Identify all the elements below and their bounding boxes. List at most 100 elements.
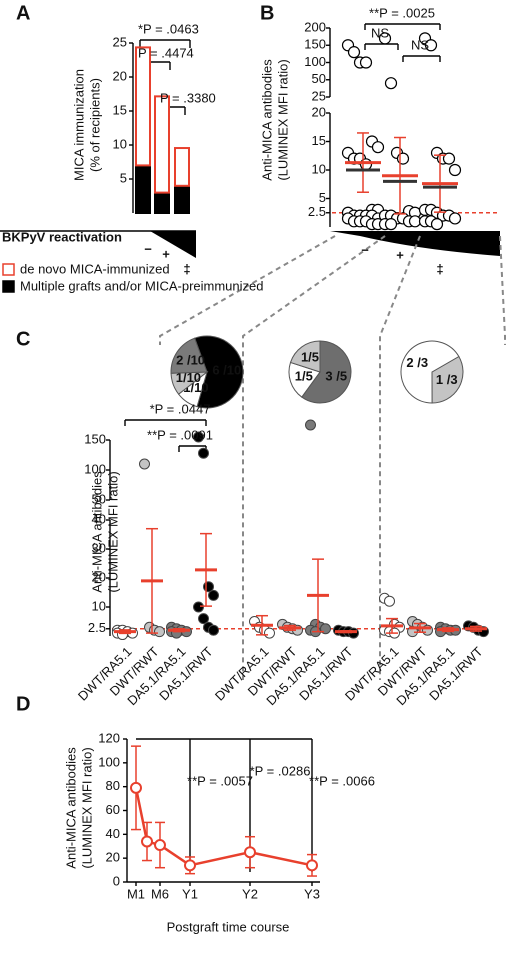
data-point [306,859,318,872]
panel-label: D [16,693,30,715]
significance-bracket [136,738,313,872]
data-point [424,39,438,52]
data-point [384,595,395,607]
annotation: P = .3380 [160,90,216,105]
y-tick-label: 25 [113,34,127,49]
annotation: *P = .0286 [250,763,311,778]
x-tick-label: + [162,246,170,261]
y-tick-label: 40 [106,826,120,841]
y-tick-label: 25 [312,88,326,103]
annotation: NS [371,25,389,40]
data-point [264,627,275,639]
annotation: *P = .0463 [138,21,199,36]
data-point [139,458,150,470]
data-point [141,835,153,848]
y-tick-label: 100 [84,461,106,476]
x-tick-label: Y3 [304,886,320,901]
pie-label: 2 /3 [406,355,428,370]
data-point [347,46,361,59]
y-tick-label: 150 [84,431,106,446]
x-tick-label: + [396,247,404,262]
data-point [208,589,219,601]
y-axis-label: Anti-MICA antibodies [259,59,274,181]
y-tick-label: 50 [92,491,106,506]
data-point [378,32,392,45]
y-tick-label: 2.5 [88,620,106,635]
bar-segment [135,165,151,214]
y-axis-label: (LUMINEX MFI ratio) [275,59,290,180]
pie-slice [431,355,464,404]
data-point [208,624,219,636]
data-point [184,859,196,872]
x-tick-label: − [144,241,152,256]
data-point [371,141,385,154]
annotation: *P = .0447 [150,401,211,416]
pie-slice [400,340,460,404]
data-point [442,152,456,165]
x-axis-label: Postgraft time course [167,919,290,934]
pie-slice [194,335,244,409]
pie-label: 1/10 [176,370,201,385]
data-point [130,781,142,794]
y-tick-label: 20 [113,68,127,83]
bar-segment [135,46,151,167]
y-tick-label: 100 [304,54,326,69]
y-tick-label: 80 [106,778,120,793]
annotation: **P = .0057 [187,773,253,788]
series-line [134,787,313,867]
pie-label: 6 /10 [212,363,241,378]
panel-label: B [260,2,274,24]
data-point [448,163,462,177]
y-tick-label: 20 [92,569,106,584]
y-tick-label: 10 [113,136,127,151]
zoom-connector [159,235,506,680]
y-tick-label: 5 [120,170,127,185]
data-point [198,447,209,459]
y-tick-label: 60 [106,802,120,817]
y-axis-label: (% of recipients) [87,78,102,172]
pie-label: 1/5 [295,369,313,384]
x-tick-label: ‡ [183,261,190,276]
pie-label: 3 /5 [325,369,347,384]
annotation: **P = .0091 [147,427,213,442]
y-axis-label: (LUMINEX MFI ratio) [79,747,94,868]
data-point [359,56,373,69]
reactivation-wedge [150,231,196,258]
data-point [244,846,256,859]
y-tick-label: 5 [319,190,326,205]
bar-segment [154,95,170,194]
x-tick-label: Y1 [182,886,198,901]
data-point [448,212,462,225]
data-point [193,601,204,613]
y-tick-label: 30 [92,540,106,555]
pie-slice [288,361,321,398]
legend-label: de novo MICA-immunized [20,261,170,276]
data-point [154,839,166,852]
x-tick-label: M1 [127,886,145,901]
data-point [384,218,398,231]
legend-swatch [2,280,15,293]
y-tick-label: 20 [312,104,326,119]
y-tick-label: 50 [312,71,326,86]
data-point [193,431,204,443]
y-axis-label: (LUMINEX MFI ratio) [105,471,120,592]
data-point [384,77,398,90]
y-tick-label: 150 [304,37,326,52]
y-axis-label: MICA immunization [71,69,86,181]
bar-segment [174,185,190,215]
y-tick-label: 15 [312,133,326,148]
pie-slice [289,340,321,373]
bar-segment [154,192,170,215]
annotation: **P = .0025 [369,5,435,20]
y-axis-label: Anti-MICA antibodies [89,471,104,593]
pie-slice [170,337,208,374]
y-tick-label: 10 [312,161,326,176]
annotation: NS [411,37,429,52]
y-tick-label: 200 [304,19,326,34]
y-tick-label: 40 [92,511,106,526]
data-point [430,218,444,231]
reactivation-wedge [330,231,500,256]
x-tick-label: − [361,242,369,257]
pie-label: 2 /10 [176,352,205,367]
